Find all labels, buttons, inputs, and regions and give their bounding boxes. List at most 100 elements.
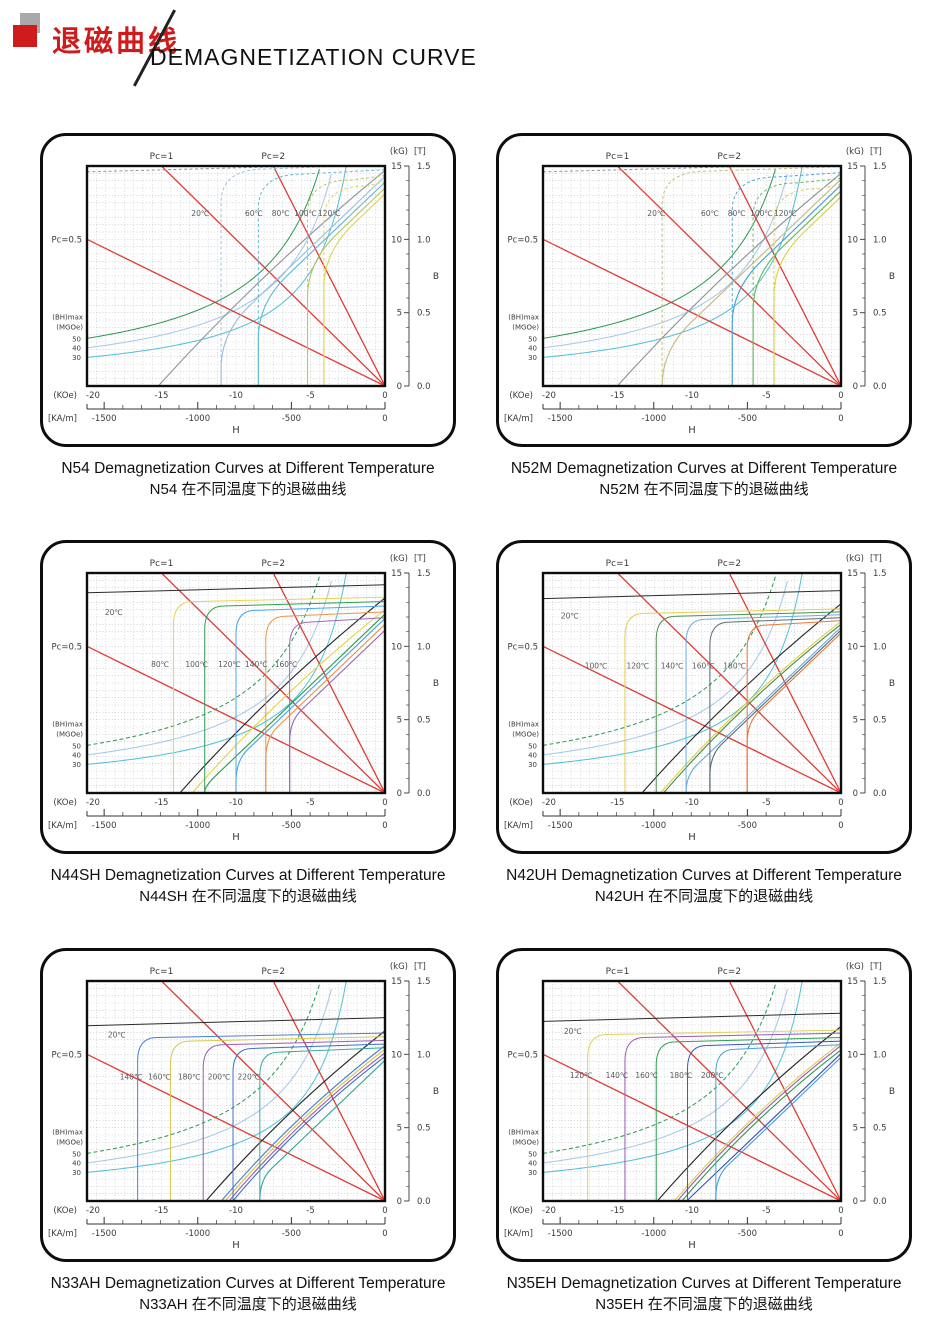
svg-text:-20: -20 [86, 391, 100, 401]
load-lines [543, 166, 841, 386]
svg-text:5: 5 [853, 309, 858, 319]
chart-title-zh: N54 在不同温度下的退磁曲线 [149, 481, 347, 498]
chart-title-en: N33AH Demagnetization Curves at Differen… [50, 1275, 446, 1292]
svg-text:140℃: 140℃ [245, 660, 268, 669]
svg-text:[T]: [T] [870, 962, 882, 972]
svg-text:0.0: 0.0 [417, 1197, 431, 1207]
svg-text:-15: -15 [611, 798, 625, 808]
chart-title-n33ah: N33AH Demagnetization Curves at Differen… [40, 1274, 456, 1316]
svg-text:50: 50 [528, 335, 537, 343]
chart-title-en: N42UH Demagnetization Curves at Differen… [506, 867, 902, 884]
svg-text:20℃: 20℃ [561, 611, 579, 620]
svg-text:30: 30 [72, 1169, 81, 1177]
svg-text:-10: -10 [685, 798, 699, 808]
svg-text:50: 50 [72, 1150, 81, 1158]
svg-text:Pc=0.5: Pc=0.5 [52, 642, 82, 652]
svg-text:(MGOe): (MGOe) [56, 324, 83, 332]
svg-text:5: 5 [397, 1124, 402, 1134]
svg-text:160℃: 160℃ [635, 1071, 658, 1080]
svg-text:B: B [433, 1087, 439, 1097]
svg-text:0: 0 [397, 789, 402, 799]
chart-card-n52m: Pc=1 Pc=2 Pc=0.5 (BH)max (MGOe) 50 40 30 20℃ 60℃ 8… [496, 133, 912, 447]
svg-text:(BH)max: (BH)max [508, 1128, 539, 1136]
svg-text:80℃: 80℃ [728, 209, 746, 218]
svg-text:-1000: -1000 [641, 414, 666, 424]
svg-text:(MGOe): (MGOe) [56, 731, 83, 739]
svg-text:0: 0 [838, 1206, 843, 1216]
svg-text:120℃: 120℃ [774, 209, 797, 218]
chart-title-en: N52M Demagnetization Curves at Different… [510, 460, 898, 477]
chart-cell-n52m: Pc=1 Pc=2 Pc=0.5 (BH)max (MGOe) 50 40 30 20℃ 60℃ 8… [496, 133, 912, 501]
svg-text:-5: -5 [306, 391, 314, 401]
svg-text:-500: -500 [738, 1229, 757, 1239]
svg-text:-20: -20 [86, 1206, 100, 1216]
curves [543, 590, 841, 793]
svg-text:[T]: [T] [870, 147, 882, 157]
svg-text:[T]: [T] [414, 554, 426, 564]
svg-text:1.0: 1.0 [873, 642, 887, 652]
svg-text:Pc=1: Pc=1 [150, 152, 174, 162]
svg-text:0.5: 0.5 [417, 309, 431, 319]
axis-labels: Pc=1 Pc=2Pc=0.5(BH)max(MGOe)50403020℃140℃… [48, 962, 439, 1251]
svg-text:-1500: -1500 [548, 821, 573, 831]
svg-text:140℃: 140℃ [661, 661, 684, 670]
svg-text:10: 10 [391, 1050, 402, 1060]
svg-text:120℃: 120℃ [570, 1071, 593, 1080]
svg-text:Pc=0.5: Pc=0.5 [508, 1050, 538, 1060]
svg-text:30: 30 [72, 761, 81, 769]
svg-text:40: 40 [72, 752, 81, 760]
chart-card-n44sh: Pc=1 Pc=2 Pc=0.5 (BH)max (MGOe) 50 40 30 20℃ 80℃ 1… [40, 540, 456, 854]
svg-text:-5: -5 [306, 798, 314, 808]
svg-text:[T]: [T] [870, 554, 882, 564]
svg-text:1.5: 1.5 [873, 162, 887, 172]
svg-text:0.0: 0.0 [873, 789, 887, 799]
chart-title-n54: N54 Demagnetization Curves at Different … [40, 459, 456, 501]
page-header: 退磁曲线 DEMAGNETIZATION CURVE [0, 0, 940, 100]
plot-border [541, 571, 843, 795]
grid [543, 573, 841, 793]
curves [87, 1017, 385, 1201]
svg-text:60℃: 60℃ [701, 209, 719, 218]
svg-text:-5: -5 [762, 391, 770, 401]
svg-text:-20: -20 [542, 798, 556, 808]
svg-text:-1500: -1500 [548, 414, 573, 424]
svg-text:Pc=2: Pc=2 [261, 967, 285, 977]
bhmax-contours [87, 166, 347, 358]
chart-cell-n54: Pc=1 Pc=2 Pc=0.5 (BH)max (MGOe) 50 40 30 20℃ 60℃ 8… [40, 133, 456, 501]
svg-text:-20: -20 [86, 798, 100, 808]
svg-text:0: 0 [838, 414, 843, 424]
svg-text:0.0: 0.0 [873, 1197, 887, 1207]
svg-text:0: 0 [382, 414, 387, 424]
grid [87, 981, 385, 1201]
svg-text:0: 0 [382, 1206, 387, 1216]
chart-card-n33ah: Pc=1 Pc=2 Pc=0.5 (BH)max (MGOe) 50 40 30 20℃ 140℃… [40, 948, 456, 1262]
svg-text:0: 0 [853, 789, 858, 799]
demag-chart-n35eh: Pc=1 Pc=2Pc=0.5(BH)max(MGOe)50403020℃120℃… [504, 962, 895, 1251]
svg-text:30: 30 [528, 761, 537, 769]
svg-text:(MGOe): (MGOe) [56, 1139, 83, 1147]
svg-text:-500: -500 [738, 821, 757, 831]
svg-text:(KOe): (KOe) [509, 1206, 533, 1216]
curves [87, 584, 385, 793]
svg-text:Pc=1: Pc=1 [150, 559, 174, 569]
axis-labels: Pc=1 Pc=2Pc=0.5(BH)max(MGOe)50403020℃120℃… [504, 962, 895, 1251]
svg-text:-10: -10 [229, 798, 243, 808]
svg-text:0.5: 0.5 [873, 1124, 887, 1134]
svg-text:[KA/m]: [KA/m] [504, 821, 533, 831]
svg-text:[KA/m]: [KA/m] [48, 1229, 77, 1239]
svg-text:30: 30 [528, 354, 537, 362]
chart-title-zh: N33AH 在不同温度下的退磁曲线 [139, 1296, 357, 1313]
demag-chart-n42uh: Pc=1 Pc=2Pc=0.5(BH)max(MGOe)50403020℃100℃… [504, 554, 895, 843]
chart-title-n35eh: N35EH Demagnetization Curves at Differen… [496, 1274, 912, 1316]
svg-text:100℃: 100℃ [585, 661, 608, 670]
chart-cell-n44sh: Pc=1 Pc=2 Pc=0.5 (BH)max (MGOe) 50 40 30 20℃ 80℃ 1… [40, 540, 456, 908]
svg-text:160℃: 160℃ [148, 1072, 171, 1081]
svg-text:15: 15 [847, 162, 858, 172]
curves [543, 1012, 841, 1201]
svg-text:-5: -5 [762, 1206, 770, 1216]
svg-text:5: 5 [853, 716, 858, 726]
svg-text:Pc=1: Pc=1 [606, 559, 630, 569]
